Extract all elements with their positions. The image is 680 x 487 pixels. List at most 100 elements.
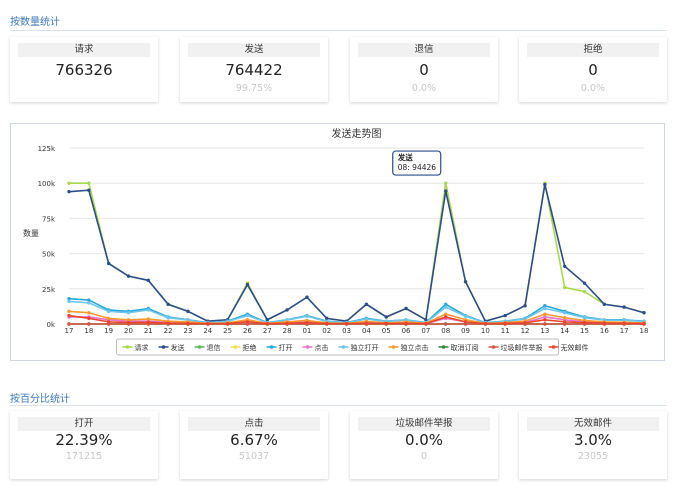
data-point [106,316,111,321]
stat-value: 3.0% [573,431,613,449]
stat-sub: 0.0% [411,83,437,94]
stat-card-reject: 拒绝 0 0.0% [519,37,667,102]
stat-value: 766326 [55,61,113,79]
y-tick-label: 125k [38,145,56,153]
data-point [444,315,448,319]
data-point [126,320,131,325]
data-point [503,321,507,326]
data-point [642,311,646,315]
data-point [424,318,428,322]
data-point [265,318,269,322]
data-point [106,261,111,266]
y-axis-label: 数量 [23,228,39,238]
x-tick-label: 05 [382,327,391,335]
data-point [582,281,587,285]
data-point [146,320,151,325]
data-point [245,282,250,287]
data-point [305,295,309,299]
y-tick-label: 0k [46,321,55,329]
x-tick-label: 11 [501,327,510,335]
stat-value: 6.67% [230,431,278,449]
data-point [562,315,567,320]
x-tick-label: 19 [104,327,113,335]
series-line-1 [68,184,645,323]
data-point [166,302,170,306]
data-point [67,309,71,314]
x-tick-label: 22 [164,327,173,335]
section-divider [10,405,667,406]
legend-swatch-dot [551,345,556,349]
stat-label: 垃圾邮件举报 [358,417,490,431]
data-point [285,308,289,312]
data-point [483,322,488,326]
legend-swatch-dot [161,345,166,349]
data-point [364,317,369,321]
data-point [67,313,71,318]
series-line-7 [68,310,645,325]
x-tick-label: 07 [421,327,430,335]
legend-swatch-dot [305,345,310,349]
data-point [126,274,131,278]
data-point [622,321,626,325]
stat-value: 0.0% [404,431,444,449]
x-tick-label: 17 [620,327,629,335]
data-point [87,301,91,305]
series-line-0 [69,182,645,323]
data-point [364,302,369,306]
data-point [305,314,309,318]
data-point [642,321,646,326]
legend-label: 点击 [315,343,329,352]
y-tick-label: 25k [42,286,56,294]
data-point [622,305,626,309]
data-point [562,264,567,268]
x-tick-label: 16 [600,327,609,335]
x-tick-label: 12 [521,327,530,335]
data-point [543,315,547,319]
stat-value: 0 [419,61,429,79]
x-tick-label: 10 [481,327,490,335]
data-point [543,303,547,308]
data-point [543,322,547,326]
data-point [146,308,151,312]
stat-sub: 99.75% [235,83,273,94]
y-tick-label: 50k [42,251,56,259]
data-point [146,278,151,283]
stat-label: 打开 [18,417,150,431]
legend-swatch-dot [341,345,346,349]
x-tick-label: 18 [640,327,649,335]
legend-label: 请求 [135,343,149,352]
stat-label: 无效邮件 [527,417,659,431]
series-line-6 [68,300,645,324]
pct-card-invalid: 无效邮件 3.0% 23055 [519,411,667,479]
data-point [444,322,448,326]
data-point [503,313,507,318]
legend-label: 退信 [207,343,221,352]
data-point [166,315,170,320]
stat-sub: 0 [420,451,428,462]
x-tick-label: 23 [184,327,193,335]
series-line-10 [68,314,645,325]
data-point [543,182,547,187]
x-tick-label: 25 [223,327,232,335]
legend-swatch-dot [233,345,238,349]
data-point [67,299,71,304]
legend-swatch-dot [197,345,202,349]
data-point [543,312,547,316]
data-point [384,315,388,319]
data-point [582,320,587,325]
send-trend-chart: 发送走势图 0k 25k 50k 75k 100k 125k 数量 17 18 19 20 21 22 23… [10,123,665,361]
data-point [444,312,448,316]
section-title-count: 按数量统计 [10,17,60,28]
x-tick-label: 02 [322,327,331,335]
data-point [523,303,527,308]
data-point [562,320,567,324]
x-tick-label: 26 [243,327,252,335]
data-point [305,321,309,325]
legend-label: 取消订阅 [451,343,479,352]
x-tick-label: 27 [263,327,272,335]
data-point [404,306,408,311]
stat-value: 0 [588,61,598,79]
data-point [444,181,448,185]
legend-label: 发送 [171,343,185,352]
data-point [602,321,607,325]
